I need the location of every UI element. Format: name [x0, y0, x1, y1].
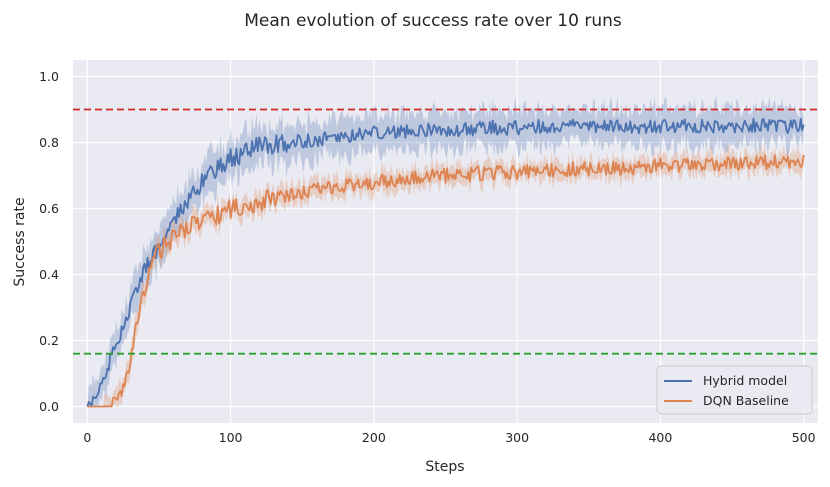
- y-tick-label: 0.4: [39, 267, 59, 282]
- x-tick-label: 300: [505, 430, 529, 445]
- y-tick-label: 0.0: [39, 399, 59, 414]
- chart-title: Mean evolution of success rate over 10 r…: [244, 11, 622, 31]
- x-tick-label: 100: [219, 430, 243, 445]
- y-axis-label: Success rate: [12, 197, 28, 286]
- hybrid-model-line: [86, 117, 805, 407]
- series-lines: [86, 117, 805, 408]
- legend-label-dqn-baseline: DQN Baseline: [703, 393, 789, 408]
- y-tick-label: 0.6: [39, 201, 59, 216]
- x-tick-label: 200: [362, 430, 386, 445]
- y-tick-label: 1.0: [39, 69, 59, 84]
- x-tick-label: 400: [648, 430, 672, 445]
- dqn-baseline-line: [87, 154, 805, 408]
- confidence-bands: [87, 95, 804, 407]
- plot-background: [73, 60, 818, 423]
- reference-lines: [73, 108, 818, 355]
- x-tick-labels: 0 100 200 300 400 500: [83, 430, 815, 445]
- x-axis-label: Steps: [425, 459, 464, 475]
- y-tick-labels: 0.0 0.2 0.4 0.6 0.8 1.0: [39, 69, 59, 414]
- legend: Hybrid model DQN Baseline: [656, 365, 813, 415]
- y-tick-label: 0.2: [39, 333, 59, 348]
- x-tick-label: 0: [83, 430, 91, 445]
- legend-label-hybrid-model: Hybrid model: [703, 373, 787, 388]
- hybrid-model-band: [87, 95, 804, 407]
- y-tick-label: 0.8: [39, 135, 59, 150]
- legend-box: [656, 365, 813, 415]
- dqn-baseline-band: [87, 142, 804, 407]
- x-tick-label: 500: [792, 430, 816, 445]
